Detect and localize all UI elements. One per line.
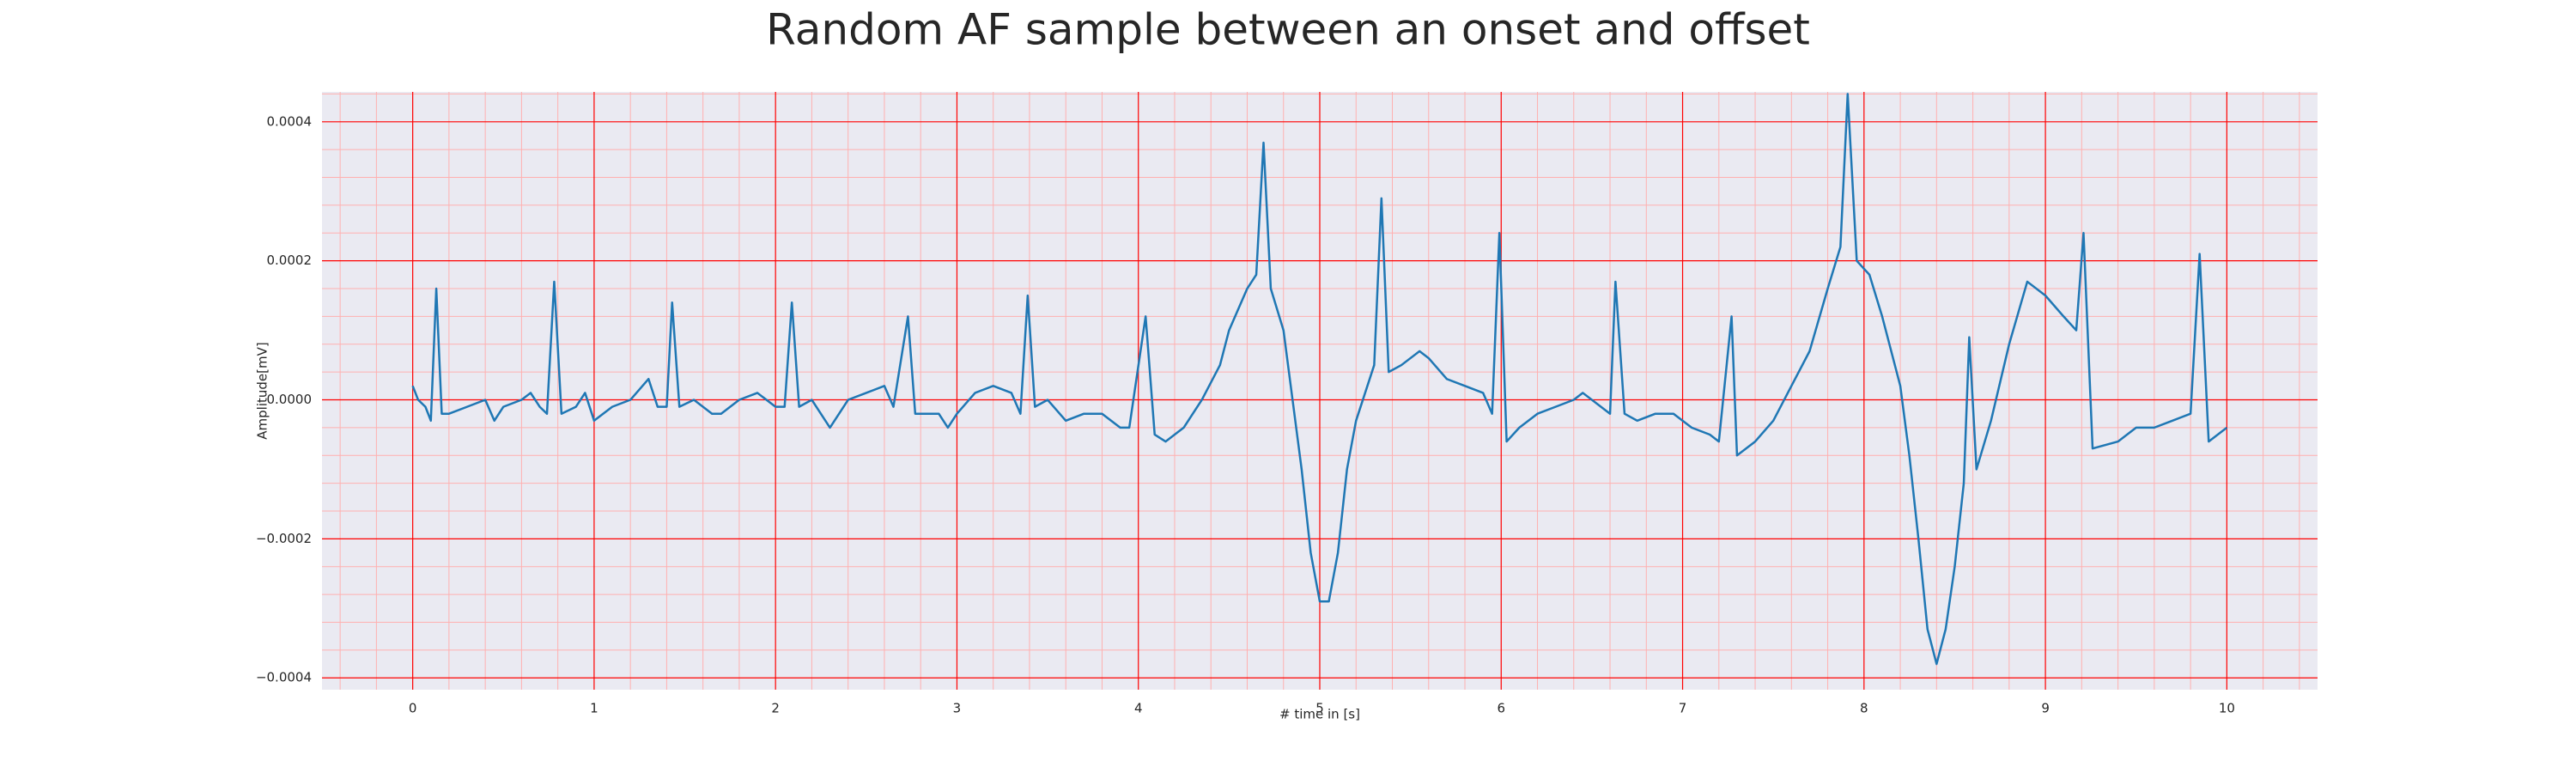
- x-tick-label: 9: [2041, 701, 2050, 716]
- x-tick-label: 0: [409, 701, 417, 716]
- y-tick-label: 0.0004: [267, 113, 313, 129]
- x-tick-label: 7: [1679, 701, 1687, 716]
- x-tick-label: 6: [1497, 701, 1505, 716]
- x-tick-label: 2: [771, 701, 780, 716]
- x-tick-label: 3: [953, 701, 962, 716]
- y-tick-label: 0.0002: [267, 253, 313, 268]
- y-tick-label: 0.0000: [267, 392, 313, 407]
- x-tick-label: 1: [590, 701, 598, 716]
- chart-title: Random AF sample between an onset and of…: [766, 5, 1810, 55]
- x-tick-label: 10: [2219, 701, 2235, 716]
- y-tick-label: −0.0002: [256, 531, 312, 546]
- y-tick-label: −0.0004: [256, 670, 312, 685]
- y-axis-label: Amplitude[mV]: [255, 342, 270, 439]
- x-axis-label: # time in [s]: [1279, 707, 1360, 722]
- signal-line: [411, 93, 2228, 666]
- x-tick-label: 5: [1315, 701, 1324, 716]
- x-tick-label: 8: [1860, 701, 1868, 716]
- x-tick-label: 4: [1134, 701, 1143, 716]
